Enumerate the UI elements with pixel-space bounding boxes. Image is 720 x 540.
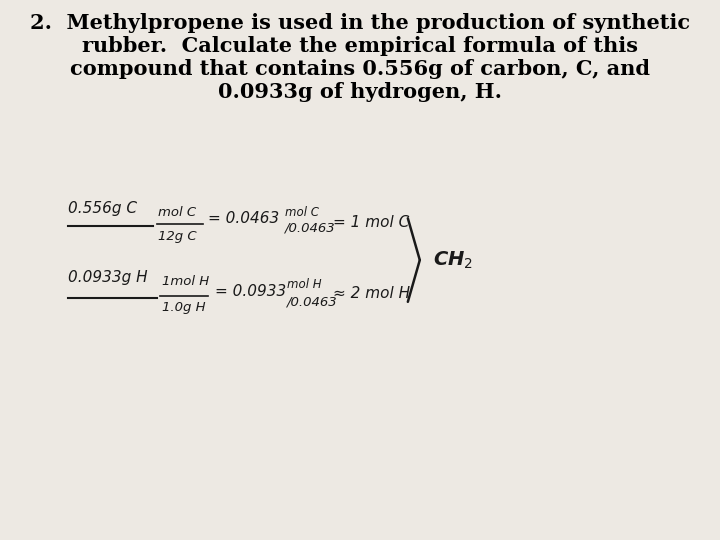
Text: CH$_2$: CH$_2$ (433, 249, 473, 271)
Text: 1mol H: 1mol H (162, 275, 209, 288)
Text: 12g C: 12g C (158, 230, 197, 242)
Text: /0.0463: /0.0463 (287, 295, 338, 308)
Text: 0.556g C: 0.556g C (68, 201, 137, 216)
Text: 0.0933g H: 0.0933g H (68, 271, 148, 286)
Text: compound that contains 0.556g of carbon, C, and: compound that contains 0.556g of carbon,… (70, 59, 650, 79)
Text: ≈ 2 mol H: ≈ 2 mol H (333, 286, 410, 301)
Text: 2.  Methylpropene is used in the production of synthetic: 2. Methylpropene is used in the producti… (30, 14, 690, 33)
Text: = 1 mol C: = 1 mol C (333, 215, 409, 230)
Text: = 0.0463: = 0.0463 (208, 211, 279, 226)
Text: 0.0933g of hydrogen, H.: 0.0933g of hydrogen, H. (218, 82, 502, 102)
Text: rubber.  Calculate the empirical formula of this: rubber. Calculate the empirical formula … (82, 36, 638, 56)
Text: = 0.0933: = 0.0933 (215, 285, 286, 299)
Text: mol H: mol H (287, 279, 322, 292)
Text: mol C: mol C (158, 206, 197, 219)
Text: /0.0463: /0.0463 (285, 222, 336, 235)
Text: 1.0g H: 1.0g H (162, 301, 205, 314)
Text: mol C: mol C (285, 206, 319, 219)
